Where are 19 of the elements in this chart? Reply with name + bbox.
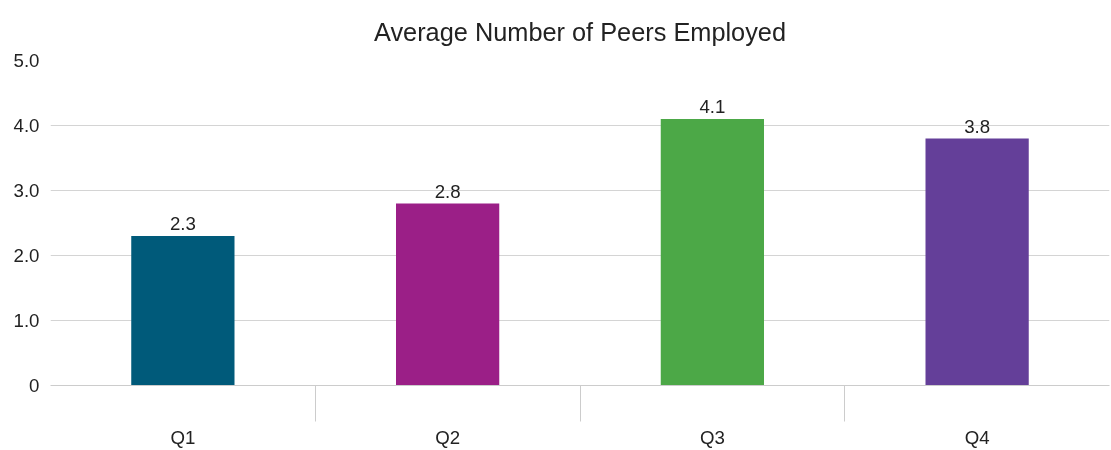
data-label: 2.8 xyxy=(434,180,461,202)
bar xyxy=(925,138,1029,386)
y-tick-label: 4.0 xyxy=(13,115,40,136)
y-tick-label: 5.0 xyxy=(13,50,40,71)
data-label: 3.8 xyxy=(964,115,991,137)
chart-title: Average Number of Peers Employed xyxy=(373,17,787,46)
bar xyxy=(396,203,500,386)
bar xyxy=(660,119,764,386)
y-tick-label: 2.0 xyxy=(13,245,40,266)
x-tick-label: Q2 xyxy=(435,426,461,448)
y-tick-label: 0 xyxy=(29,375,40,396)
y-tick-label: 1.0 xyxy=(13,310,40,331)
x-tick-label: Q4 xyxy=(964,426,990,448)
data-label: 2.3 xyxy=(169,213,196,234)
data-label: 4.1 xyxy=(699,96,726,117)
y-tick-label: 3.0 xyxy=(13,180,40,201)
x-tick-label: Q1 xyxy=(170,426,196,448)
bar xyxy=(131,236,235,386)
x-tick-label: Q3 xyxy=(699,426,725,448)
